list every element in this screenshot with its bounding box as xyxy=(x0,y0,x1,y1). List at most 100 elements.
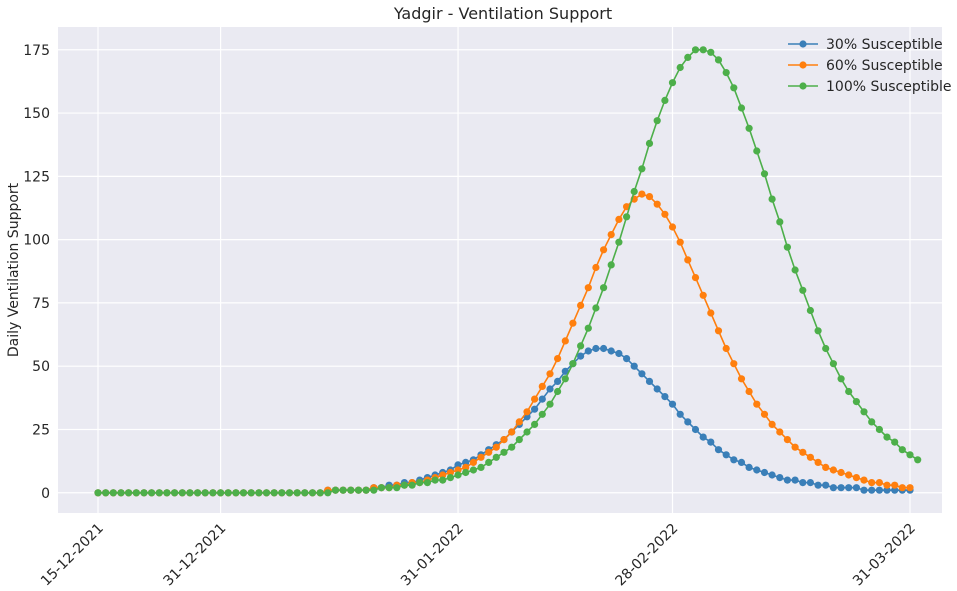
data-point xyxy=(592,263,600,272)
x-tick-label: 31-12-2021 xyxy=(161,521,230,590)
data-point xyxy=(661,96,669,104)
data-point xyxy=(331,486,340,494)
data-point xyxy=(722,451,730,459)
data-point xyxy=(561,367,569,375)
data-point xyxy=(814,481,822,489)
data-point xyxy=(354,486,363,494)
legend-marker xyxy=(799,40,807,48)
legend-item: 30% Susceptible xyxy=(788,37,943,53)
data-point xyxy=(791,443,799,451)
data-point xyxy=(615,238,623,246)
data-point xyxy=(377,484,385,492)
data-point xyxy=(469,466,477,474)
data-point xyxy=(569,360,577,368)
data-point xyxy=(783,436,792,444)
data-point xyxy=(531,405,539,413)
data-point xyxy=(891,438,899,446)
data-point xyxy=(561,337,569,345)
data-point xyxy=(776,428,784,436)
legend: 30% Susceptible 60% Susceptible 100% Susce… xyxy=(788,37,952,95)
data-point xyxy=(645,193,654,201)
data-point xyxy=(661,210,669,218)
data-point xyxy=(408,481,416,489)
legend-label: 60% Susceptible xyxy=(826,58,943,74)
data-point xyxy=(714,446,723,454)
data-point xyxy=(799,479,807,487)
data-point xyxy=(845,471,853,479)
data-point xyxy=(799,448,807,456)
legend-label: 30% Susceptible xyxy=(826,37,943,53)
data-point xyxy=(630,362,638,370)
data-point xyxy=(883,433,891,441)
data-point xyxy=(454,466,462,474)
data-point xyxy=(845,387,853,396)
data-point xyxy=(554,377,562,385)
data-point xyxy=(684,418,692,426)
data-point xyxy=(546,370,554,378)
data-point xyxy=(914,456,922,464)
data-point xyxy=(623,355,631,363)
data-point xyxy=(270,489,278,497)
data-point xyxy=(194,489,202,497)
data-point xyxy=(217,489,225,497)
data-point xyxy=(439,471,447,479)
data-point xyxy=(645,139,654,147)
data-point xyxy=(523,408,531,416)
chart-title: Yadgir - Ventilation Support xyxy=(393,4,612,23)
data-point xyxy=(301,489,309,497)
data-point xyxy=(906,451,914,459)
data-point xyxy=(883,486,891,494)
data-point xyxy=(324,489,332,497)
data-point xyxy=(577,342,585,350)
data-point xyxy=(592,344,600,353)
y-tick-label: 100 xyxy=(23,233,50,249)
data-point xyxy=(837,484,845,492)
y-tick-label: 50 xyxy=(32,359,50,375)
data-point xyxy=(714,327,723,335)
data-point xyxy=(638,190,646,198)
y-tick-labels: 0 25 50 75 100 125 150 175 xyxy=(23,43,50,502)
data-point xyxy=(546,385,554,393)
data-point xyxy=(891,481,899,489)
data-point xyxy=(737,375,746,383)
data-point xyxy=(707,438,715,446)
data-point xyxy=(691,425,700,434)
data-point xyxy=(600,344,608,353)
data-point xyxy=(477,463,485,471)
data-point xyxy=(416,479,424,487)
data-point xyxy=(140,489,148,497)
data-point xyxy=(760,170,769,178)
data-point xyxy=(477,453,485,461)
data-point xyxy=(806,453,815,461)
data-point xyxy=(638,370,646,378)
data-point xyxy=(531,395,539,403)
data-point xyxy=(891,486,899,494)
data-point xyxy=(745,387,753,396)
y-tick-label: 25 xyxy=(32,422,50,438)
data-point xyxy=(676,410,684,418)
data-point xyxy=(699,433,707,441)
data-point xyxy=(684,53,692,62)
data-point xyxy=(668,223,677,231)
data-point xyxy=(860,408,868,416)
data-point xyxy=(691,46,700,54)
data-point xyxy=(875,486,884,494)
data-point xyxy=(852,398,861,406)
data-point xyxy=(783,476,792,484)
data-point xyxy=(753,400,761,408)
data-point xyxy=(730,456,738,464)
data-point xyxy=(255,489,263,497)
x-tick-label: 28-02-2022 xyxy=(613,521,682,590)
y-tick-label: 175 xyxy=(23,43,50,59)
data-point xyxy=(799,286,807,294)
data-point xyxy=(829,484,838,492)
data-point xyxy=(837,468,845,477)
data-point xyxy=(737,458,746,466)
data-point xyxy=(745,124,753,132)
y-axis-label: Daily Ventilation Support xyxy=(6,182,22,357)
data-point xyxy=(262,489,271,497)
data-point xyxy=(707,48,715,56)
data-point xyxy=(462,458,470,466)
data-point xyxy=(546,400,554,408)
